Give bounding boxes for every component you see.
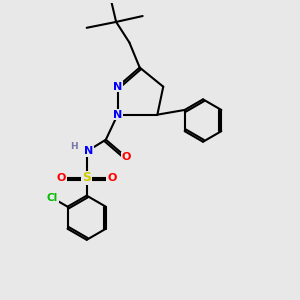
Text: N: N: [113, 110, 122, 120]
Text: O: O: [122, 152, 131, 162]
Text: O: O: [57, 173, 66, 183]
Text: N: N: [84, 146, 94, 157]
Text: H: H: [70, 142, 78, 151]
Text: S: S: [82, 172, 91, 184]
Text: O: O: [107, 173, 116, 183]
Text: Cl: Cl: [46, 193, 58, 203]
Text: N: N: [113, 82, 122, 92]
